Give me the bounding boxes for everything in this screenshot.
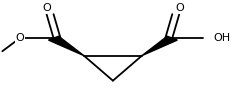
Text: O: O — [16, 33, 24, 43]
Polygon shape — [142, 36, 177, 56]
Text: O: O — [175, 3, 184, 13]
Polygon shape — [48, 36, 84, 56]
Text: OH: OH — [214, 33, 231, 43]
Text: O: O — [42, 3, 51, 13]
